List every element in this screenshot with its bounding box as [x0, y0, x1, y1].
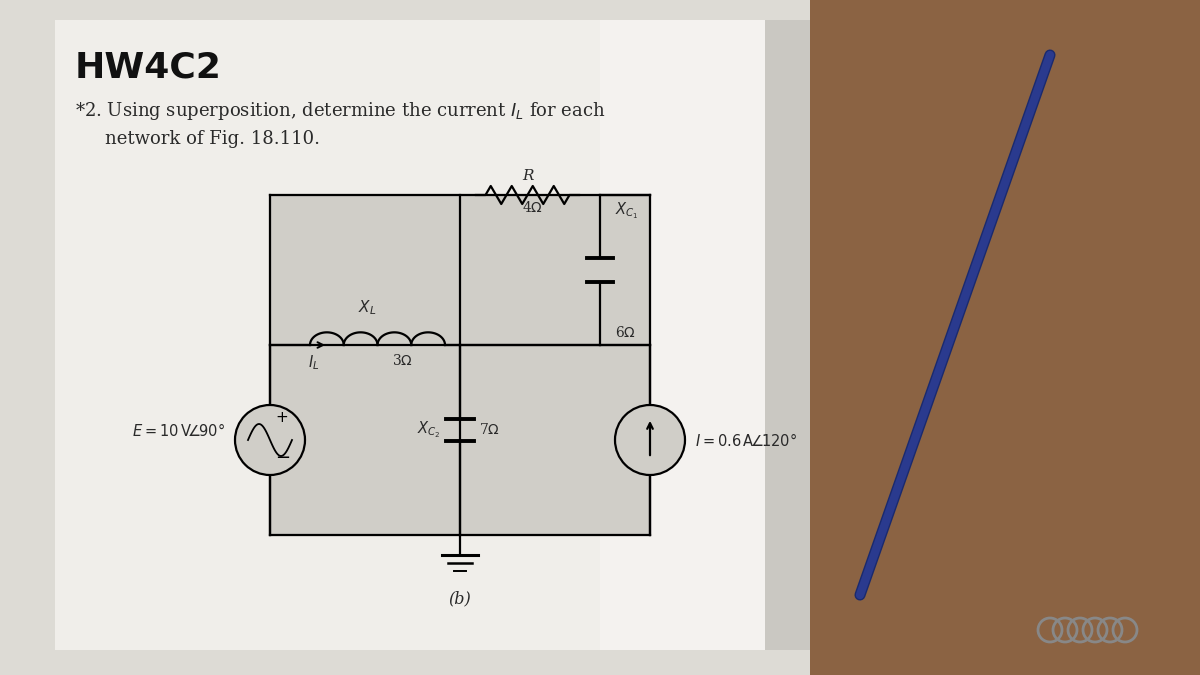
Text: 7$\Omega$: 7$\Omega$	[479, 423, 500, 437]
Text: (b): (b)	[449, 590, 472, 607]
Text: *2. Using superposition, determine the current $I_L$ for each: *2. Using superposition, determine the c…	[74, 100, 606, 122]
Text: +: +	[275, 410, 288, 425]
Text: $X_{C_2}$: $X_{C_2}$	[418, 420, 442, 440]
Bar	[766, 20, 810, 650]
Text: $E = 10\,\mathrm{V}\!\angle\!90°$: $E = 10\,\mathrm{V}\!\angle\!90°$	[132, 421, 226, 439]
Bar	[600, 20, 766, 650]
Text: −: −	[275, 449, 290, 467]
Bar	[270, 195, 650, 535]
Bar	[55, 20, 766, 650]
Text: network of Fig. 18.110.: network of Fig. 18.110.	[106, 130, 320, 148]
Text: $I_L$: $I_L$	[308, 353, 319, 372]
Text: 6$\Omega$: 6$\Omega$	[616, 325, 636, 340]
Text: R: R	[522, 169, 533, 183]
Text: $X_L$: $X_L$	[359, 298, 377, 317]
Text: $X_{C_1}$: $X_{C_1}$	[616, 200, 638, 221]
Bar	[0, 0, 810, 675]
Text: 3$\Omega$: 3$\Omega$	[392, 353, 414, 368]
Text: HW4C2: HW4C2	[74, 50, 222, 84]
Circle shape	[616, 405, 685, 475]
Text: $I = 0.6\,\mathrm{A}\!\angle\!120°$: $I = 0.6\,\mathrm{A}\!\angle\!120°$	[695, 431, 797, 448]
Circle shape	[235, 405, 305, 475]
Text: 4$\Omega$: 4$\Omega$	[522, 200, 542, 215]
